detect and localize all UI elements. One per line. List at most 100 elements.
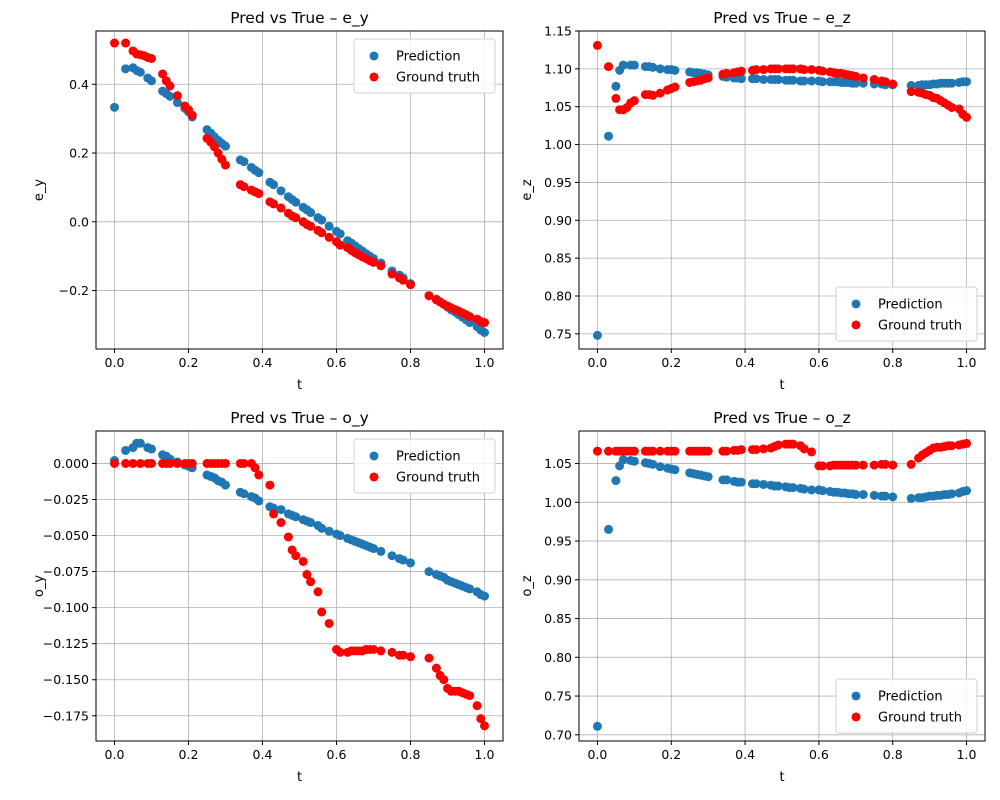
- legend: Prediction Ground truth: [353, 438, 496, 494]
- data-point: [648, 90, 658, 100]
- data-point: [172, 458, 182, 468]
- legend-label: Ground truth: [396, 471, 480, 486]
- y-tick-label: 0.75: [544, 689, 572, 704]
- data-point: [788, 64, 798, 74]
- y-tick-label: −0.075: [43, 564, 89, 579]
- data-point: [317, 607, 327, 617]
- x-tick-label: 0.4: [735, 355, 755, 370]
- data-point: [221, 141, 230, 151]
- data-point: [387, 647, 397, 657]
- data-point: [172, 91, 182, 101]
- data-point: [465, 584, 475, 594]
- x-tick-label: 0.6: [809, 747, 829, 762]
- x-tick-label: 0.4: [253, 355, 273, 370]
- data-point: [369, 257, 378, 267]
- data-point: [751, 74, 761, 84]
- data-point: [276, 505, 286, 515]
- data-point: [947, 489, 957, 499]
- legend-marker: [369, 472, 379, 482]
- y-tick-label: 0.2: [69, 146, 89, 161]
- data-point: [317, 523, 327, 533]
- data-point: [480, 591, 489, 601]
- y-tick-label: −0.175: [43, 708, 89, 723]
- data-point: [165, 91, 175, 101]
- data-point: [476, 714, 486, 724]
- data-point: [655, 88, 665, 98]
- chart-title: Pred vs True – e_y: [230, 9, 369, 28]
- data-point: [880, 77, 890, 87]
- legend-box: [835, 286, 978, 342]
- data-point: [648, 446, 658, 456]
- data-point: [880, 459, 890, 469]
- data-point: [629, 96, 639, 106]
- legend-label: Ground truth: [878, 711, 962, 726]
- data-point: [324, 526, 334, 536]
- data-point: [291, 197, 301, 207]
- legend-marker: [369, 451, 379, 461]
- data-point: [324, 232, 334, 242]
- data-point: [398, 555, 408, 565]
- data-point: [592, 330, 602, 340]
- y-tick-label: 1.10: [544, 61, 572, 76]
- data-point: [818, 486, 828, 496]
- data-point: [276, 518, 286, 528]
- data-point: [759, 444, 769, 454]
- y-tick-label: −0.025: [43, 492, 89, 507]
- data-point: [722, 475, 732, 485]
- axes-frame: [95, 30, 504, 350]
- data-point: [398, 275, 408, 285]
- legend-label: Ground truth: [396, 71, 480, 86]
- data-point: [317, 215, 327, 225]
- data-point: [406, 558, 415, 568]
- data-point: [759, 65, 769, 75]
- x-tick-label: 0.8: [401, 355, 421, 370]
- y-tick-label: 0.90: [544, 213, 572, 228]
- data-point: [324, 618, 334, 628]
- x-tick-label: 0.4: [253, 747, 273, 762]
- data-point: [369, 644, 378, 654]
- y-axis-label: o_y: [32, 575, 47, 597]
- data-point: [807, 76, 817, 86]
- series-prediction: [592, 60, 972, 340]
- data-point: [604, 446, 614, 456]
- legend-label: Ground truth: [878, 319, 962, 334]
- chart-title: Pred vs True – e_z: [713, 9, 851, 28]
- data-point: [906, 87, 916, 97]
- data-point: [703, 446, 713, 456]
- data-point: [187, 458, 197, 468]
- data-point: [269, 509, 279, 519]
- data-point: [335, 240, 345, 250]
- data-point: [851, 78, 861, 88]
- data-point: [670, 82, 680, 92]
- series-ground-truth: [110, 458, 489, 731]
- data-point: [302, 569, 312, 579]
- y-tick-label: 1.15: [544, 24, 572, 39]
- data-point: [773, 64, 783, 74]
- y-tick-label: 1.00: [544, 495, 572, 510]
- legend-marker: [851, 691, 861, 701]
- y-tick-label: −0.2: [59, 283, 89, 298]
- data-point: [147, 54, 156, 64]
- data-point: [807, 65, 817, 75]
- x-tick-label: 0.2: [661, 747, 681, 762]
- data-point: [611, 93, 621, 103]
- data-point: [788, 75, 798, 85]
- data-point: [147, 444, 156, 454]
- y-tick-label: 0.95: [544, 175, 572, 190]
- data-point: [472, 701, 482, 711]
- data-point: [376, 546, 386, 556]
- data-point: [888, 460, 898, 470]
- data-point: [254, 470, 264, 480]
- data-point: [962, 112, 972, 122]
- axes-frame: [578, 30, 986, 350]
- y-tick-label: 0.70: [544, 727, 572, 742]
- data-point: [465, 691, 475, 701]
- y-tick-label: 1.00: [544, 137, 572, 152]
- data-point: [128, 458, 138, 468]
- x-tick-label: 0.2: [179, 747, 199, 762]
- data-point: [888, 492, 898, 502]
- data-point: [121, 38, 131, 48]
- data-point: [387, 269, 397, 279]
- data-point: [165, 458, 175, 468]
- data-point: [306, 221, 316, 231]
